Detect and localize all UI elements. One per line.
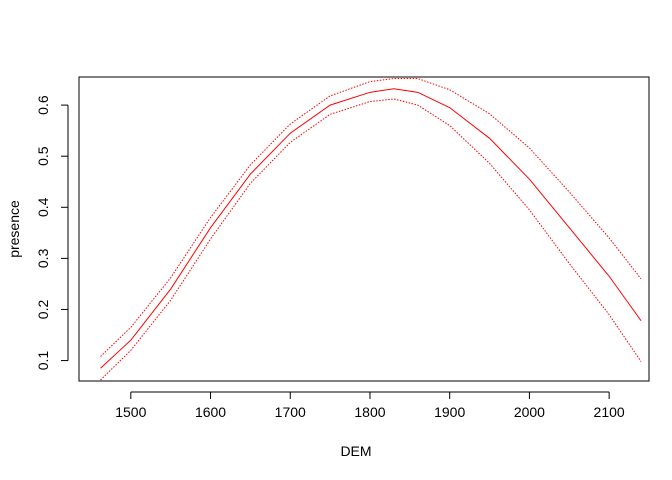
fit-line-0 [100,88,642,369]
y-tick-label: 0.4 [35,197,51,217]
x-tick-label: 2000 [514,404,545,420]
series-layer [100,78,642,381]
x-tick-label: 1500 [115,404,146,420]
y-axis: 0.1 0.2 0.3 0.4 0.5 0.6 [35,95,69,371]
x-tick-label: 1700 [275,404,306,420]
y-tick-label: 0.2 [35,300,51,320]
x-axis: 1500 1600 1700 1800 1900 2000 2100 [115,391,625,420]
y-tick-label: 0.1 [35,351,51,371]
x-axis-title: DEM [340,443,371,459]
x-tick-label: 1600 [195,404,226,420]
confidence-band-line-1 [100,78,642,357]
y-tick-label: 0.3 [35,248,51,268]
x-tick-label: 1900 [434,404,465,420]
y-axis-title: presence [6,200,22,258]
x-tick-label: 1800 [354,404,385,420]
x-tick-label: 2100 [594,404,625,420]
y-tick-label: 0.5 [35,146,51,166]
y-tick-label: 0.6 [35,95,51,115]
confidence-band-line-2 [100,98,642,381]
plot-frame [78,76,650,382]
